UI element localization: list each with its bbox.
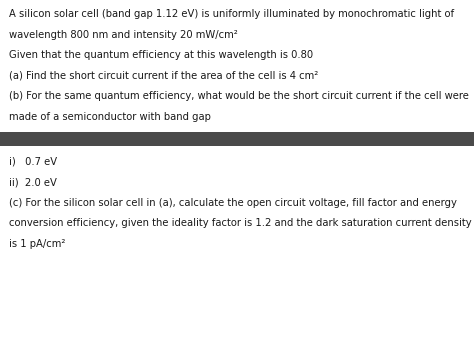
Text: Given that the quantum efficiency at this wavelength is 0.80: Given that the quantum efficiency at thi…: [9, 50, 313, 60]
Text: (c) For the silicon solar cell in (a), calculate the open circuit voltage, fill : (c) For the silicon solar cell in (a), c…: [9, 198, 456, 208]
Text: made of a semiconductor with band gap: made of a semiconductor with band gap: [9, 112, 210, 122]
Text: wavelength 800 nm and intensity 20 mW/cm²: wavelength 800 nm and intensity 20 mW/cm…: [9, 30, 237, 40]
Bar: [0, 132, 474, 146]
Text: conversion efficiency, given the ideality factor is 1.2 and the dark saturation : conversion efficiency, given the idealit…: [9, 218, 471, 228]
Text: ii)  2.0 eV: ii) 2.0 eV: [9, 177, 56, 187]
Text: (a) Find the short circuit current if the area of the cell is 4 cm²: (a) Find the short circuit current if th…: [9, 71, 318, 81]
Text: (b) For the same quantum efficiency, what would be the short circuit current if : (b) For the same quantum efficiency, wha…: [9, 91, 468, 101]
Text: i)   0.7 eV: i) 0.7 eV: [9, 157, 57, 167]
Text: A silicon solar cell (band gap 1.12 eV) is uniformly illuminated by monochromati: A silicon solar cell (band gap 1.12 eV) …: [9, 9, 454, 19]
Text: is 1 pA/cm²: is 1 pA/cm²: [9, 239, 65, 249]
